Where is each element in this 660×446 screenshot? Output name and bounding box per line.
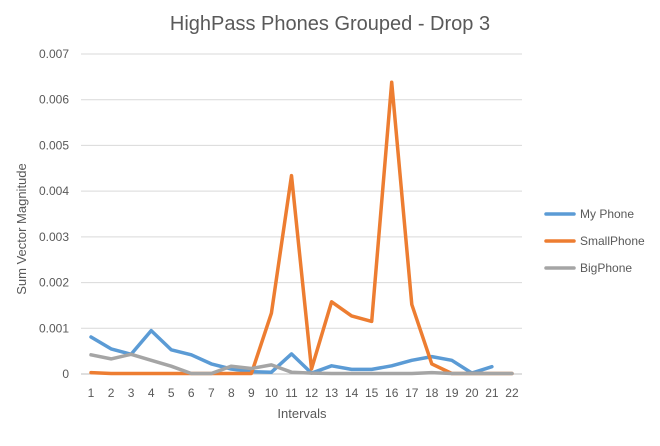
series-line-my-phone	[89, 328, 494, 375]
y-tick-label: 0.004	[39, 184, 69, 198]
x-tick-label: 6	[188, 386, 195, 400]
y-tick-label: 0.002	[39, 276, 69, 290]
x-tick-label: 7	[208, 386, 215, 400]
legend-label: BigPhone	[580, 261, 632, 275]
x-tick-label: 11	[285, 386, 298, 400]
x-tick-label: 12	[305, 386, 319, 400]
x-tick-label: 16	[385, 386, 399, 400]
y-axis-tick-labels: 0 0.001 0.002 0.003 0.004 0.005 0.006 0.007	[39, 47, 69, 381]
x-tick-label: 5	[168, 386, 175, 400]
x-tick-label: 18	[425, 386, 439, 400]
x-tick-label: 14	[345, 386, 359, 400]
x-tick-label: 3	[128, 386, 135, 400]
legend-label: SmallPhone	[580, 234, 645, 248]
x-tick-label: 20	[465, 386, 479, 400]
y-tick-label: 0.005	[39, 138, 69, 152]
x-axis-tick-labels: 1 2 3 4 5 6 7 8 9 10 11 12 13 14 15 16 17 18 19 20 21 22	[88, 386, 519, 400]
y-tick-label: 0.006	[39, 93, 69, 107]
x-axis-label: Intervals	[277, 406, 327, 421]
x-tick-label: 22	[505, 386, 519, 400]
series-lines	[89, 80, 514, 376]
x-tick-label: 2	[108, 386, 115, 400]
x-tick-label: 1	[88, 386, 95, 400]
x-tick-label: 8	[228, 386, 235, 400]
y-axis-label: Sum Vector Magnitude	[14, 163, 29, 295]
legend-label: My Phone	[580, 207, 634, 221]
gridlines	[81, 53, 522, 375]
x-tick-label: 4	[148, 386, 155, 400]
legend: My Phone SmallPhone BigPhone	[544, 207, 645, 275]
chart-title: HighPass Phones Grouped - Drop 3	[170, 13, 490, 35]
x-tick-label: 21	[485, 386, 499, 400]
x-tick-label: 15	[365, 386, 379, 400]
x-tick-label: 13	[325, 386, 339, 400]
x-tick-label: 17	[405, 386, 419, 400]
x-tick-label: 19	[445, 386, 459, 400]
series-line-smallphone	[89, 80, 514, 376]
y-tick-label: 0.007	[39, 47, 69, 61]
x-tick-label: 10	[265, 386, 279, 400]
x-tick-label: 9	[248, 386, 255, 400]
y-tick-label: 0	[62, 367, 69, 381]
y-tick-label: 0.001	[39, 321, 69, 335]
y-tick-label: 0.003	[39, 230, 69, 244]
series-line-bigphone	[89, 352, 514, 376]
